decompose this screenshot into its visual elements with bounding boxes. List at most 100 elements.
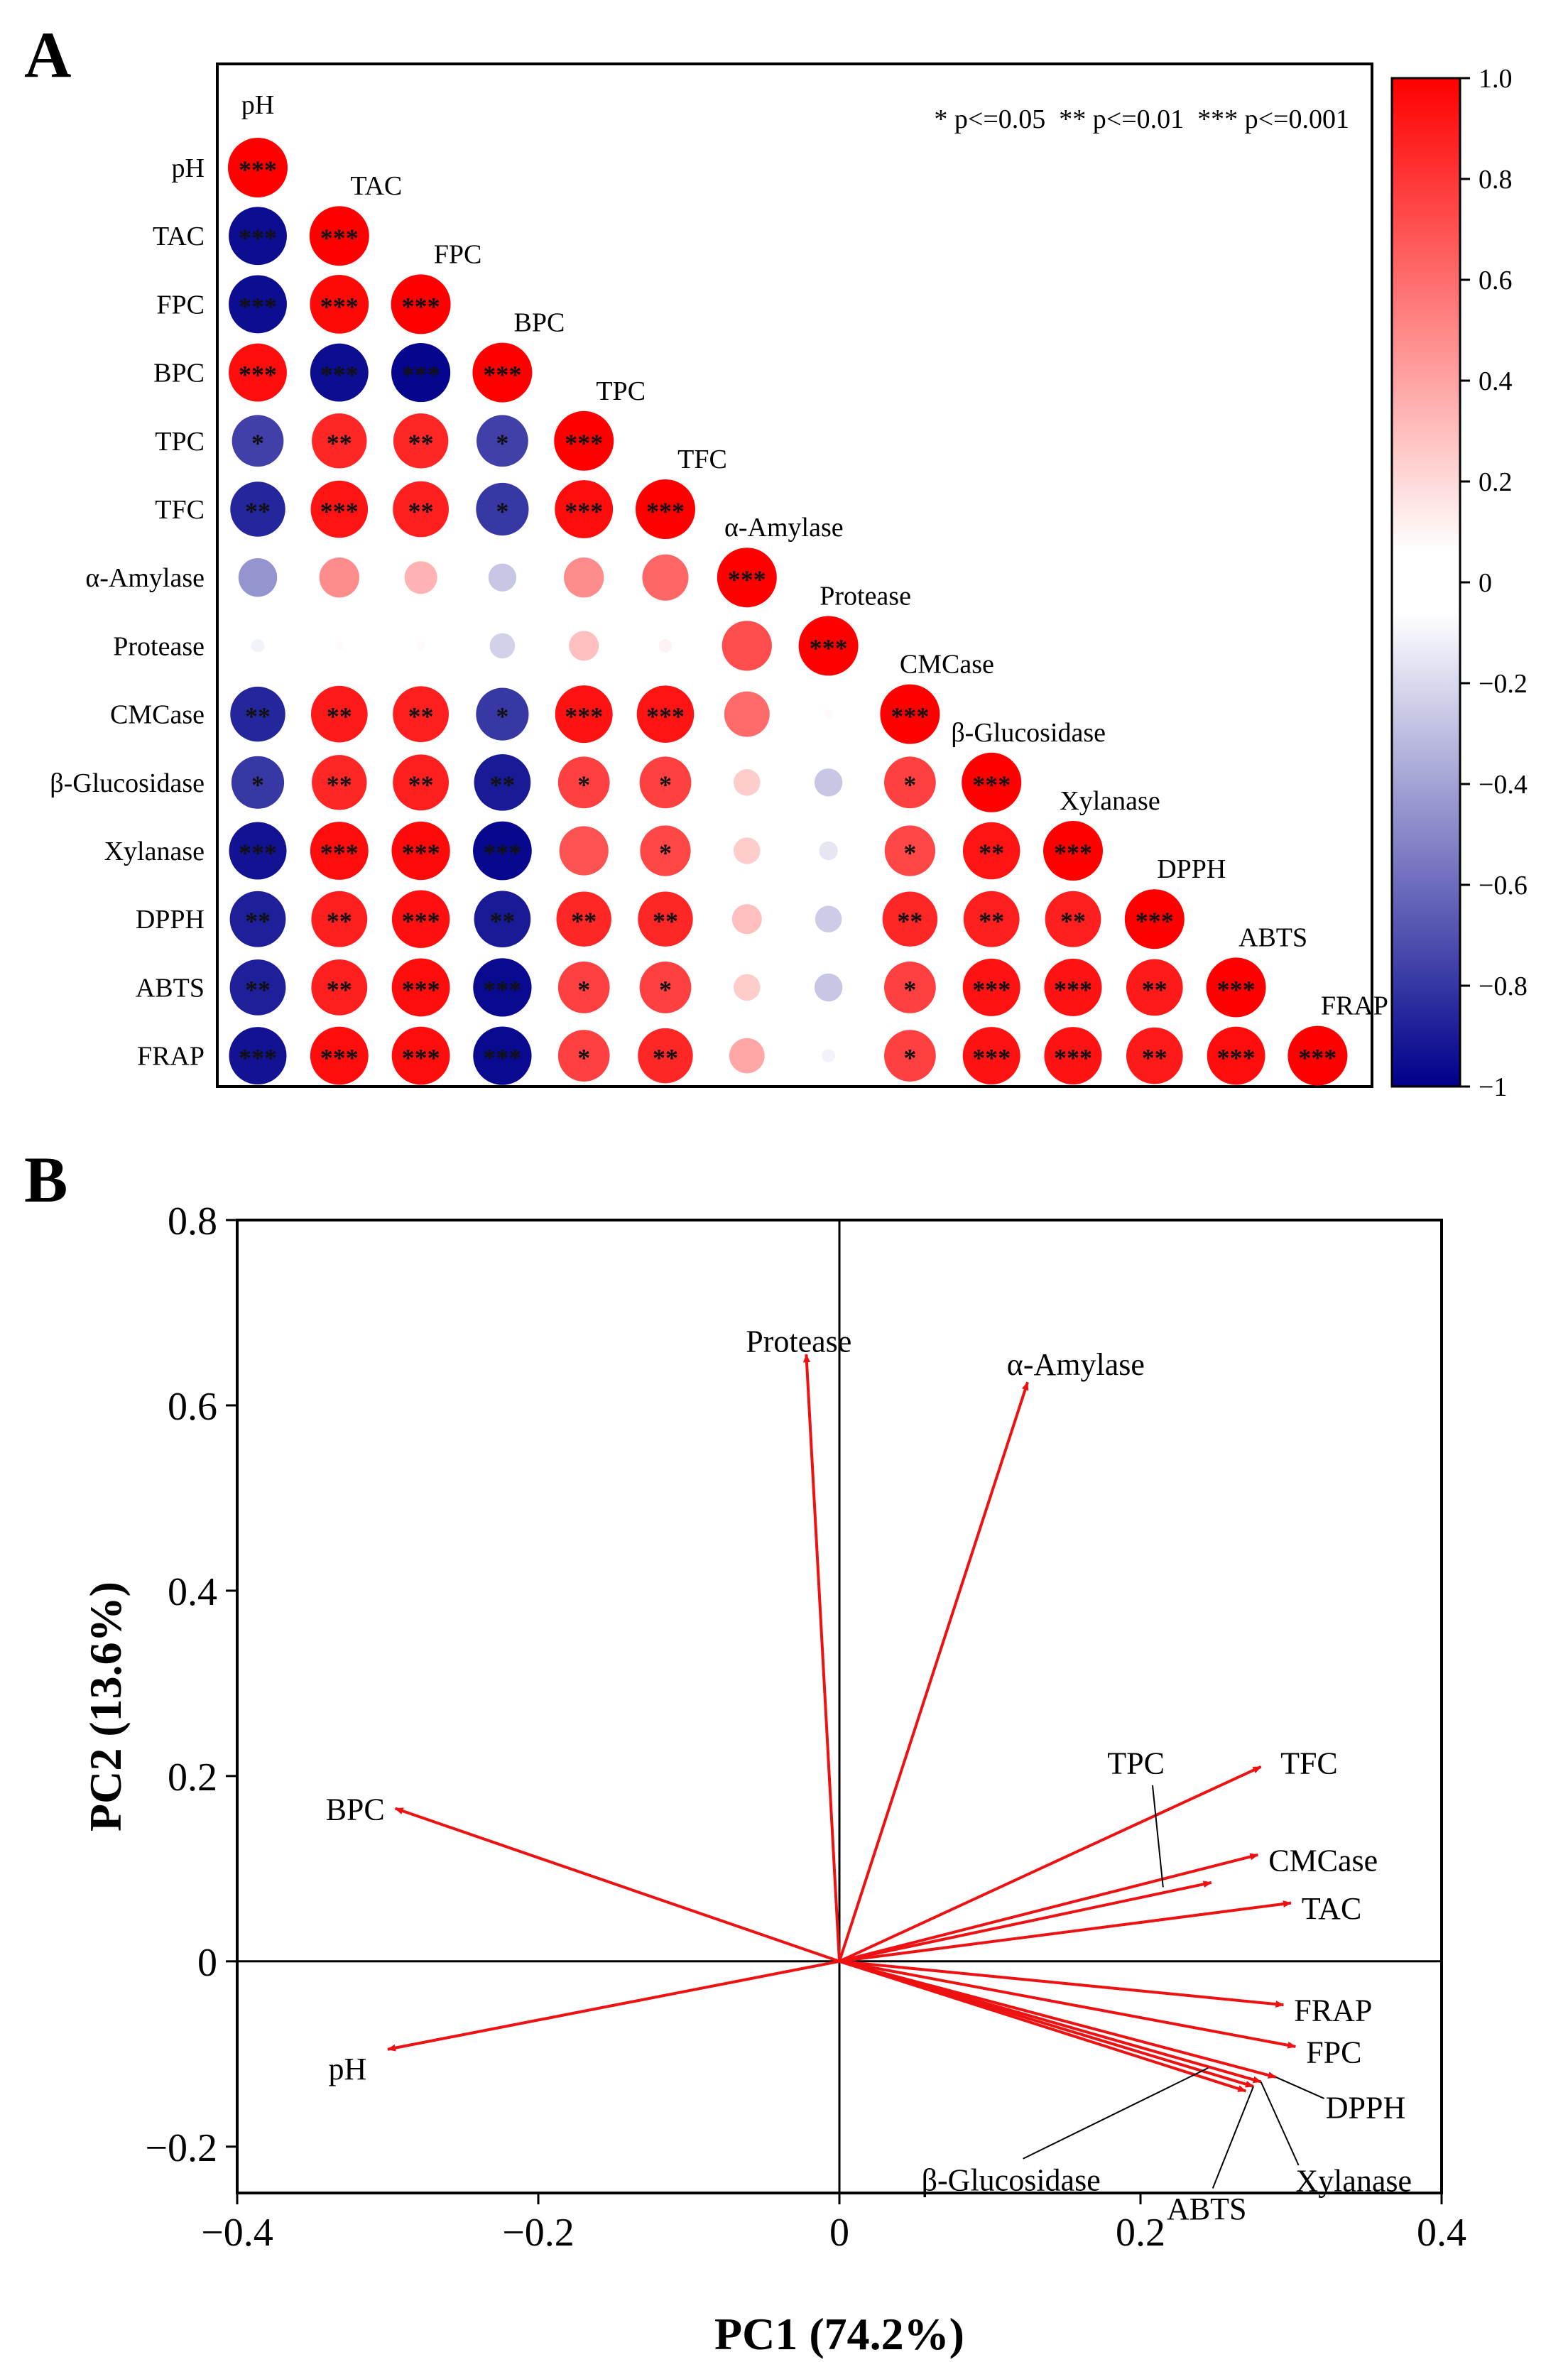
correlation-circle (569, 631, 599, 661)
diagonal-label: α-Amylase (724, 513, 844, 543)
label-leader-line (1260, 2081, 1300, 2166)
correlation-circle (962, 958, 1020, 1016)
vector-label: ABTS (1167, 2192, 1246, 2226)
significance-stars: *** (239, 839, 277, 867)
correlation-circle (310, 343, 369, 402)
significance-stars: ** (245, 975, 271, 1003)
significance-stars: ** (979, 907, 1004, 935)
significance-stars: *** (239, 224, 277, 252)
significance-stars: *** (320, 497, 359, 526)
significance-stars: *** (1298, 1044, 1336, 1072)
vector-label: Xylanase (1295, 2164, 1412, 2199)
x-tick-label: −0.4 (201, 2211, 273, 2255)
correlation-circle (310, 1026, 369, 1085)
correlation-circle (489, 633, 516, 659)
diagonal-label: β-Glucosidase (951, 718, 1106, 748)
significance-stars: *** (1217, 975, 1256, 1003)
correlation-circle (476, 482, 529, 536)
colorbar-ticks: 1.0 0.8 0.6 0.4 0.2 0 −0.2 −0.4 −0.6 −0.8 −1 (1460, 64, 1528, 1102)
significance-stars: * (659, 839, 672, 867)
correlation-circle (555, 685, 613, 744)
colorbar-tick-label: −0.8 (1479, 972, 1528, 1001)
colorbar-tick-label: 0.6 (1479, 266, 1513, 295)
correlation-circle (555, 480, 614, 538)
significance-stars: ** (1142, 975, 1167, 1003)
significance-stars: * (496, 702, 508, 731)
loading-vector (839, 1881, 1212, 1963)
loading-vector (839, 1853, 1259, 1963)
correlation-circle (1207, 1026, 1265, 1085)
correlation-circle (717, 548, 777, 608)
vector-label: FRAP (1294, 1993, 1372, 2028)
vector-label: TFC (1280, 1746, 1338, 1780)
y-tick-label: 0.6 (168, 1385, 217, 1429)
significance-stars: ** (1060, 907, 1086, 935)
correlation-circle (393, 686, 449, 742)
vector-label: DPPH (1326, 2091, 1406, 2126)
correlation-circle (884, 1030, 936, 1082)
correlation-circle (230, 686, 285, 742)
significance-stars: *** (1136, 907, 1174, 935)
correlation-circle (1206, 957, 1266, 1018)
panel-a-label: A (24, 18, 71, 91)
row-label: Protease (113, 631, 205, 661)
correlation-circle (476, 687, 529, 741)
y-tick-label: 0.2 (168, 1756, 217, 1800)
correlation-circle (310, 685, 368, 743)
correlation-circle (251, 639, 265, 653)
correlation-circle (229, 343, 287, 402)
significance-stars: *** (1217, 1044, 1256, 1072)
vector-label: pH (329, 2052, 367, 2086)
diagonal-label: TAC (350, 171, 402, 201)
correlation-circle (229, 207, 287, 266)
x-tick-label: 0.2 (1116, 2211, 1165, 2255)
significance-stars: *** (972, 975, 1011, 1003)
significance-stars: * (577, 771, 590, 799)
correlation-circle (963, 891, 1020, 947)
correlation-circle (1045, 891, 1101, 947)
significance-legend: * p<=0.05 ** p<=0.01 *** p<=0.001 (934, 104, 1349, 134)
loading-vector (838, 1381, 1029, 1962)
significance-stars: ** (245, 497, 271, 526)
significance-stars: ** (327, 975, 352, 1003)
significance-stars: * (251, 429, 264, 457)
correlation-circle (1044, 958, 1102, 1016)
correlation-circle (310, 822, 369, 880)
significance-stars: ** (408, 497, 434, 526)
significance-stars: *** (972, 771, 1011, 799)
significance-stars: *** (565, 429, 603, 457)
diagonal-label: ABTS (1238, 923, 1307, 952)
correlation-circle (554, 410, 614, 471)
correlation-circle (724, 691, 770, 737)
correlation-circle (393, 481, 449, 538)
colorbar-tick-label: −1 (1479, 1072, 1507, 1102)
significance-stars: ** (489, 771, 515, 799)
correlation-circle (1043, 821, 1103, 881)
correlation-circle (638, 891, 693, 947)
correlation-circle (229, 822, 287, 880)
significance-stars: *** (728, 565, 766, 594)
correlation-circle (310, 480, 369, 538)
significance-stars: *** (483, 839, 521, 867)
correlation-circle (474, 891, 531, 948)
diagonal-label: FPC (434, 239, 482, 269)
correlation-circle (1126, 1027, 1183, 1084)
y-tick-label: 0.8 (168, 1199, 217, 1243)
correlation-circle (824, 709, 833, 719)
correlation-circle (477, 415, 528, 467)
correlation-circle (556, 891, 611, 947)
significance-stars: ** (327, 771, 352, 799)
significance-stars: *** (565, 497, 603, 526)
correlation-circle (798, 616, 859, 676)
significance-stars: ** (327, 907, 352, 935)
correlation-circle (814, 973, 843, 1002)
correlation-circle (312, 413, 367, 469)
significance-stars: *** (646, 497, 685, 526)
row-label: β-Glucosidase (50, 768, 205, 798)
correlation-circle (319, 557, 359, 598)
correlation-circle (642, 554, 689, 601)
correlation-circle (474, 753, 531, 811)
correlation-circle (334, 641, 344, 651)
label-leader-line (1023, 2067, 1209, 2160)
